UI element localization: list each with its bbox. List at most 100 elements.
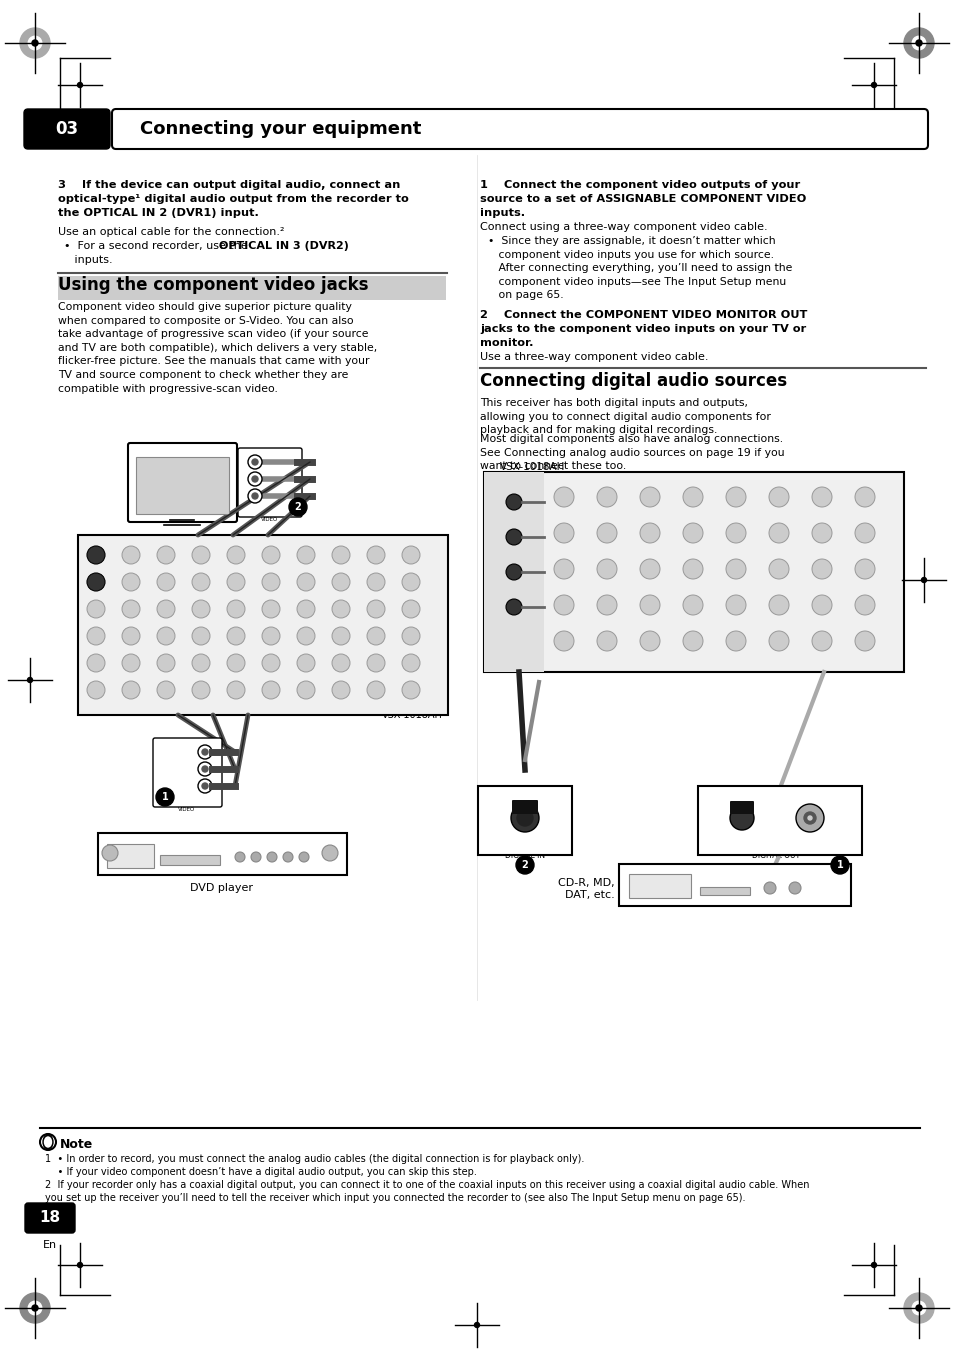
Circle shape (322, 844, 337, 861)
Circle shape (367, 600, 385, 617)
Circle shape (202, 748, 208, 755)
Text: inputs.: inputs. (64, 255, 112, 265)
Circle shape (854, 594, 874, 615)
Circle shape (122, 600, 140, 617)
Circle shape (227, 573, 245, 590)
Circle shape (505, 494, 521, 509)
Circle shape (401, 627, 419, 644)
Circle shape (332, 573, 350, 590)
Circle shape (811, 631, 831, 651)
FancyBboxPatch shape (698, 786, 862, 855)
Circle shape (227, 627, 245, 644)
Circle shape (332, 654, 350, 671)
Circle shape (251, 852, 261, 862)
Text: Connecting your equipment: Connecting your equipment (140, 120, 421, 138)
Circle shape (283, 852, 293, 862)
Text: 3    If the device can output digital audio, connect an: 3 If the device can output digital audio… (58, 180, 400, 190)
Circle shape (597, 486, 617, 507)
Circle shape (516, 857, 534, 874)
Circle shape (768, 559, 788, 580)
Circle shape (192, 600, 210, 617)
Circle shape (202, 766, 208, 771)
Text: COAXIAL: COAXIAL (791, 843, 828, 852)
Circle shape (367, 627, 385, 644)
FancyBboxPatch shape (152, 738, 222, 807)
Circle shape (252, 493, 257, 499)
Circle shape (157, 627, 174, 644)
Circle shape (367, 573, 385, 590)
Circle shape (807, 816, 811, 820)
Circle shape (332, 546, 350, 563)
Circle shape (854, 559, 874, 580)
Circle shape (157, 573, 174, 590)
Circle shape (202, 784, 208, 789)
Circle shape (554, 594, 574, 615)
Circle shape (192, 654, 210, 671)
FancyBboxPatch shape (237, 449, 302, 517)
Circle shape (915, 41, 921, 46)
FancyBboxPatch shape (98, 834, 347, 875)
Circle shape (262, 546, 280, 563)
Text: En: En (43, 1240, 57, 1250)
Circle shape (401, 546, 419, 563)
Circle shape (29, 36, 42, 50)
Circle shape (639, 523, 659, 543)
Circle shape (157, 546, 174, 563)
Circle shape (401, 573, 419, 590)
Circle shape (803, 812, 815, 824)
Circle shape (296, 627, 314, 644)
Circle shape (227, 600, 245, 617)
FancyBboxPatch shape (512, 800, 537, 815)
Text: •  For a second recorder, use the: • For a second recorder, use the (64, 240, 251, 251)
Circle shape (725, 486, 745, 507)
Circle shape (262, 573, 280, 590)
Circle shape (768, 594, 788, 615)
FancyBboxPatch shape (128, 443, 236, 521)
Text: OPTICAL IN 3 (DVR2): OPTICAL IN 3 (DVR2) (219, 240, 349, 251)
Circle shape (122, 654, 140, 671)
Circle shape (854, 486, 874, 507)
FancyBboxPatch shape (112, 109, 927, 149)
Circle shape (811, 523, 831, 543)
Circle shape (921, 577, 925, 582)
Text: • If your video component doesn’t have a digital audio output, you can skip this: • If your video component doesn’t have a… (45, 1167, 476, 1177)
Circle shape (198, 762, 212, 775)
Circle shape (367, 654, 385, 671)
Text: Using the component video jacks: Using the component video jacks (58, 276, 368, 295)
Text: 1: 1 (836, 861, 842, 870)
Circle shape (267, 852, 276, 862)
Text: the OPTICAL IN 2 (DVR1) input.: the OPTICAL IN 2 (DVR1) input. (58, 208, 258, 218)
Circle shape (474, 1323, 479, 1328)
Circle shape (77, 82, 82, 88)
Text: Most digital components also have analog connections.
See Connecting analog audi: Most digital components also have analog… (479, 434, 783, 471)
Circle shape (192, 573, 210, 590)
Circle shape (192, 681, 210, 698)
Circle shape (157, 654, 174, 671)
Circle shape (32, 1305, 38, 1310)
Circle shape (296, 573, 314, 590)
Circle shape (725, 594, 745, 615)
Circle shape (682, 594, 702, 615)
Circle shape (157, 681, 174, 698)
Circle shape (289, 499, 307, 516)
Circle shape (87, 546, 105, 563)
Circle shape (505, 598, 521, 615)
FancyBboxPatch shape (58, 276, 446, 300)
FancyBboxPatch shape (160, 855, 220, 865)
Text: CD-R, MD,
DAT, etc.: CD-R, MD, DAT, etc. (558, 878, 615, 900)
Circle shape (332, 600, 350, 617)
FancyBboxPatch shape (700, 888, 749, 894)
Circle shape (296, 600, 314, 617)
Circle shape (296, 546, 314, 563)
Circle shape (554, 631, 574, 651)
Circle shape (795, 804, 823, 832)
Circle shape (122, 681, 140, 698)
Ellipse shape (45, 1138, 51, 1147)
Circle shape (554, 523, 574, 543)
Circle shape (332, 627, 350, 644)
Text: ■ ■: ■ ■ (834, 492, 852, 501)
Circle shape (29, 1301, 42, 1315)
Circle shape (854, 631, 874, 651)
Circle shape (227, 654, 245, 671)
FancyBboxPatch shape (24, 109, 110, 149)
